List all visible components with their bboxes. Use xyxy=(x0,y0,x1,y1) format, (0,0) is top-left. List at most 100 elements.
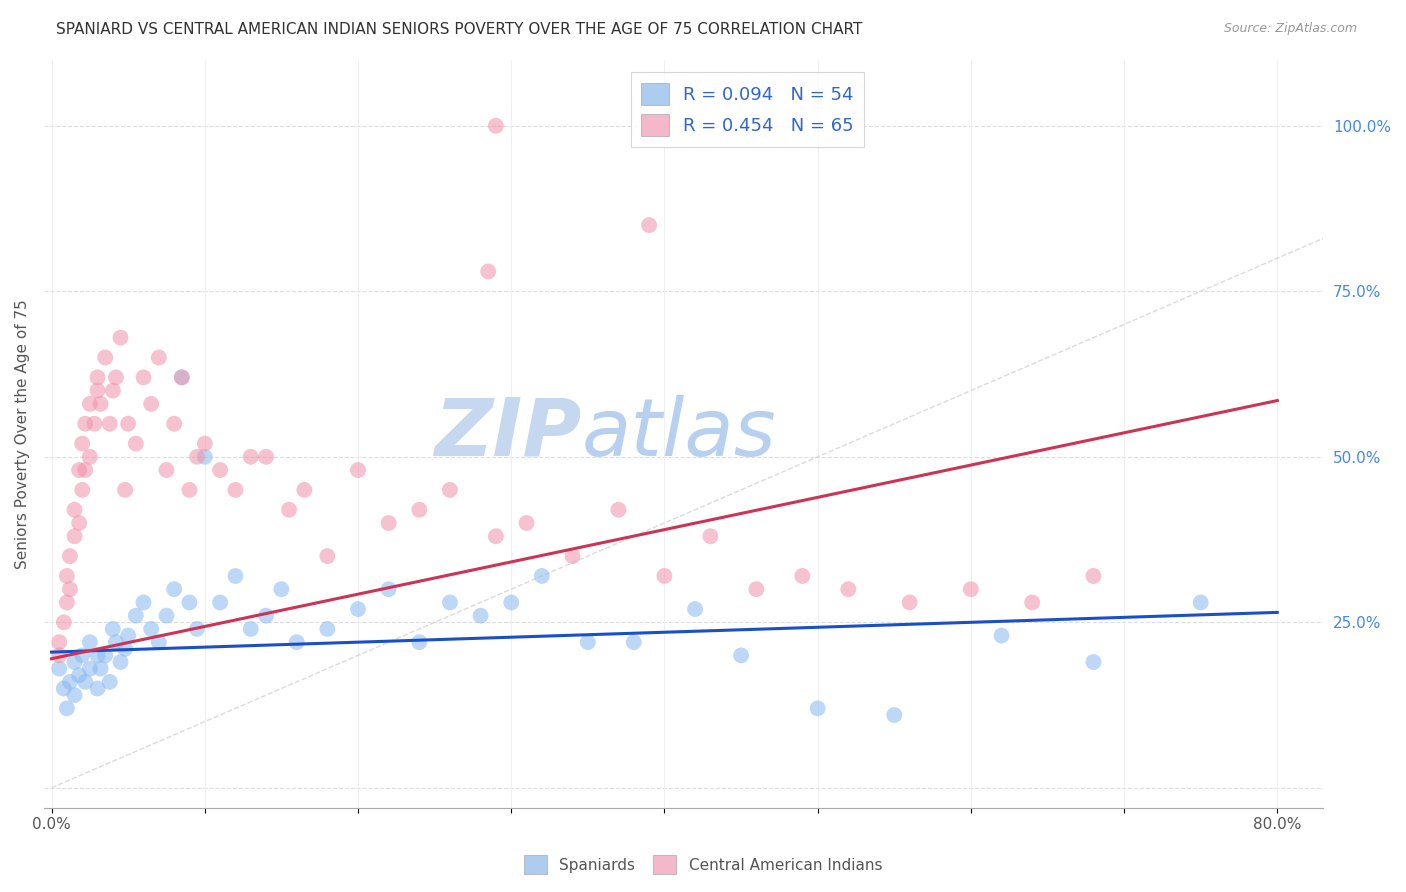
Point xyxy=(48,648,70,663)
Point xyxy=(59,674,82,689)
Point xyxy=(110,331,132,345)
Point xyxy=(285,635,308,649)
Point xyxy=(98,674,121,689)
Point xyxy=(239,450,262,464)
Point xyxy=(79,450,101,464)
Point xyxy=(125,436,148,450)
Point xyxy=(470,608,492,623)
Point xyxy=(63,655,86,669)
Point xyxy=(194,436,217,450)
Point xyxy=(408,635,430,649)
Point xyxy=(86,384,108,398)
Point xyxy=(59,549,82,563)
Point xyxy=(439,595,461,609)
Point xyxy=(48,635,70,649)
Point xyxy=(90,397,112,411)
Point xyxy=(623,635,645,649)
Point xyxy=(70,648,93,663)
Point xyxy=(90,662,112,676)
Point xyxy=(63,688,86,702)
Point xyxy=(155,608,177,623)
Point xyxy=(347,602,370,616)
Point xyxy=(316,622,339,636)
Point xyxy=(104,370,127,384)
Point xyxy=(67,463,90,477)
Point xyxy=(63,502,86,516)
Point xyxy=(292,483,315,497)
Point xyxy=(186,450,208,464)
Point xyxy=(278,502,301,516)
Point xyxy=(75,417,97,431)
Point xyxy=(439,483,461,497)
Point xyxy=(117,417,139,431)
Point xyxy=(515,516,537,530)
Point xyxy=(163,582,186,597)
Point xyxy=(86,681,108,696)
Point xyxy=(638,218,661,232)
Point xyxy=(163,417,186,431)
Point xyxy=(898,595,921,609)
Point xyxy=(347,463,370,477)
Point xyxy=(86,370,108,384)
Point xyxy=(59,582,82,597)
Point xyxy=(79,662,101,676)
Point xyxy=(209,463,232,477)
Point xyxy=(485,119,508,133)
Text: ZIP: ZIP xyxy=(434,394,581,473)
Point xyxy=(837,582,859,597)
Point xyxy=(110,655,132,669)
Point xyxy=(485,529,508,543)
Point xyxy=(52,615,75,630)
Point xyxy=(52,681,75,696)
Point xyxy=(170,370,193,384)
Point xyxy=(104,635,127,649)
Point xyxy=(56,569,79,583)
Point xyxy=(377,582,399,597)
Point xyxy=(477,264,499,278)
Point xyxy=(94,648,117,663)
Point xyxy=(654,569,676,583)
Point xyxy=(561,549,583,563)
Point xyxy=(1021,595,1043,609)
Point xyxy=(79,397,101,411)
Point xyxy=(1083,655,1105,669)
Point xyxy=(179,483,201,497)
Point xyxy=(101,622,124,636)
Point xyxy=(79,635,101,649)
Point xyxy=(86,648,108,663)
Point xyxy=(70,436,93,450)
Point xyxy=(209,595,232,609)
Point xyxy=(48,662,70,676)
Point xyxy=(132,595,155,609)
Point xyxy=(155,463,177,477)
Point xyxy=(148,635,170,649)
Text: Source: ZipAtlas.com: Source: ZipAtlas.com xyxy=(1223,22,1357,36)
Point xyxy=(63,529,86,543)
Point xyxy=(699,529,721,543)
Point xyxy=(730,648,752,663)
Text: SPANIARD VS CENTRAL AMERICAN INDIAN SENIORS POVERTY OVER THE AGE OF 75 CORRELATI: SPANIARD VS CENTRAL AMERICAN INDIAN SENI… xyxy=(56,22,863,37)
Point xyxy=(316,549,339,563)
Point xyxy=(125,608,148,623)
Point xyxy=(254,450,277,464)
Point xyxy=(56,595,79,609)
Point xyxy=(179,595,201,609)
Point xyxy=(224,569,246,583)
Point xyxy=(883,708,905,723)
Point xyxy=(224,483,246,497)
Point xyxy=(67,516,90,530)
Point xyxy=(170,370,193,384)
Point xyxy=(960,582,983,597)
Point xyxy=(114,641,136,656)
Point xyxy=(83,417,105,431)
Point xyxy=(377,516,399,530)
Point xyxy=(139,622,162,636)
Point xyxy=(101,384,124,398)
Point xyxy=(792,569,814,583)
Point xyxy=(1189,595,1212,609)
Legend: Spaniards, Central American Indians: Spaniards, Central American Indians xyxy=(517,849,889,880)
Point xyxy=(70,483,93,497)
Point xyxy=(94,351,117,365)
Point xyxy=(117,629,139,643)
Point xyxy=(408,502,430,516)
